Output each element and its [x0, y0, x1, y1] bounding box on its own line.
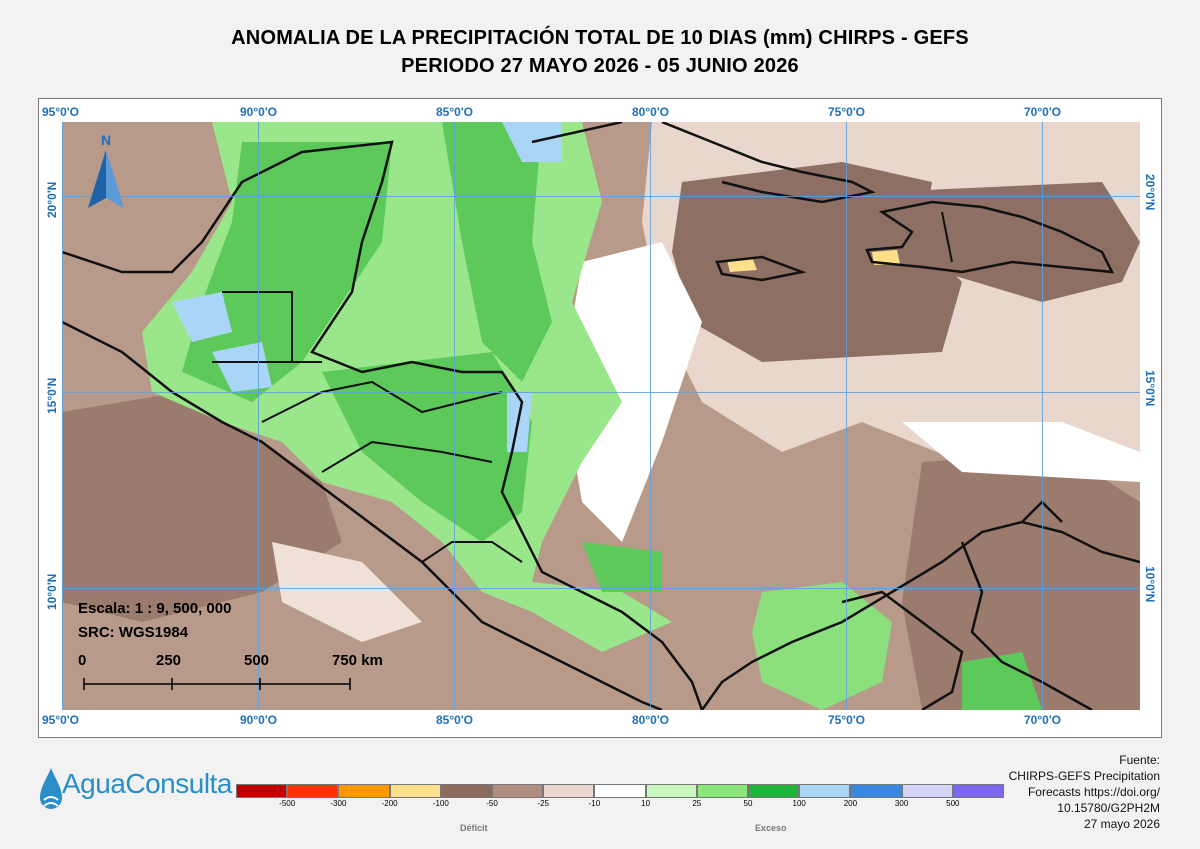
source-line: CHIRPS-GEFS Precipitation — [1008, 769, 1160, 783]
graticule-70w — [1042, 122, 1043, 710]
legend-tick-label: 200 — [843, 799, 858, 808]
legend-tick-label: 10 — [641, 799, 651, 808]
source-line[interactable]: Forecasts https://doi.org/ — [1027, 785, 1160, 799]
scale-tick-250: 250 — [156, 652, 182, 669]
source-line: 27 mayo 2026 — [1083, 817, 1160, 831]
legend-swatch — [236, 784, 288, 798]
lon-label-top-75w: 75°0'O — [828, 105, 866, 119]
lon-label-top-70w: 70°0'O — [1024, 105, 1062, 119]
lat-label-left-10n: 10°0'N — [45, 573, 59, 610]
map-title: ANOMALIA DE LA PRECIPITACIÓN TOTAL DE 10… — [231, 27, 969, 49]
lon-label-bottom-95w: 95°0'O — [42, 713, 80, 727]
graticule-75w — [846, 122, 847, 710]
legend-tick-label: -50 — [486, 799, 498, 808]
scale-ratio: Escala: 1 : 9, 500, 000 — [78, 600, 232, 617]
lat-label-right-15n: 15°0'N — [1143, 370, 1157, 407]
legend-swatch — [850, 784, 902, 798]
legend-swatch — [748, 784, 800, 798]
graticule-20n — [62, 196, 1140, 197]
legend-tick-label: 500 — [946, 799, 960, 808]
logo-aguaconsulta: AguaConsulta — [62, 768, 232, 799]
legend-tick-label: -200 — [381, 799, 398, 808]
legend-swatch — [389, 784, 441, 798]
lon-label-top-80w: 80°0'O — [632, 105, 670, 119]
scale-tick-500: 500 — [244, 652, 270, 669]
lon-label-bottom-70w: 70°0'O — [1024, 713, 1062, 727]
water-drop-icon — [40, 768, 62, 809]
legend-tick-label: -300 — [330, 799, 347, 808]
legend-swatch — [492, 784, 544, 798]
lat-label-left-15n: 15°0'N — [45, 377, 59, 414]
graticule-85w — [454, 122, 455, 710]
source-block: Fuente: CHIRPS-GEFS Precipitation Foreca… — [1009, 752, 1160, 832]
map-subtitle-period: PERIODO 27 MAYO 2026 - 05 JUNIO 2026 — [401, 55, 799, 77]
scale-tick-0: 0 — [78, 652, 87, 669]
legend-swatch — [287, 784, 339, 798]
north-arrow-label: N — [100, 132, 112, 148]
graticule-15n — [62, 392, 1140, 393]
legend-swatch — [594, 784, 646, 798]
legend-swatch — [543, 784, 595, 798]
legend-swatch — [440, 784, 492, 798]
lon-label-bottom-80w: 80°0'O — [632, 713, 670, 727]
legend-tick-label: -500 — [279, 799, 296, 808]
source-line[interactable]: 10.15780/G2PH2M — [1057, 801, 1160, 815]
scale-bar — [83, 678, 351, 690]
legend-tick-label: -25 — [537, 799, 549, 808]
graticule-95w — [62, 122, 63, 710]
legend-tick-label: -10 — [588, 799, 601, 808]
legend-swatch — [901, 784, 953, 798]
lon-label-top-85w: 85°0'O — [436, 105, 474, 119]
legend-tick-label: 50 — [743, 799, 753, 808]
legend-deficit-label: Déficit — [460, 823, 488, 833]
lon-label-bottom-75w: 75°0'O — [828, 713, 866, 727]
lon-label-top-95w: 95°0'O — [42, 105, 80, 119]
legend-tick-label: 25 — [692, 799, 702, 808]
legend-swatch — [338, 784, 390, 798]
graticule-90w — [258, 122, 259, 710]
precipitation-anomaly-map: N Escala: 1 : 9, 500, 000 SRC: WGS1984 0… — [62, 122, 1140, 710]
legend-tick-label: -100 — [432, 799, 449, 808]
lon-label-top-90w: 90°0'O — [240, 105, 278, 119]
lon-label-bottom-90w: 90°0'O — [240, 713, 278, 727]
north-arrow-icon: N — [84, 132, 128, 212]
graticule-80w — [650, 122, 651, 710]
coordinate-reference-system: SRC: WGS1984 — [78, 624, 189, 641]
map-raster — [62, 122, 1140, 710]
lat-label-right-20n: 20°0'N — [1143, 174, 1157, 211]
legend-swatch — [952, 784, 1004, 798]
lat-label-left-20n: 20°0'N — [45, 181, 59, 218]
lon-label-bottom-85w: 85°0'O — [436, 713, 474, 727]
legend-swatch — [696, 784, 748, 798]
legend-swatch — [645, 784, 697, 798]
scale-tick-750: 750 km — [332, 652, 383, 669]
graticule-10n — [62, 588, 1140, 589]
source-line: Fuente: — [1119, 753, 1160, 767]
lat-label-right-10n: 10°0'N — [1143, 566, 1157, 603]
legend-tick-label: 300 — [894, 799, 909, 808]
legend-tick-label: 100 — [792, 799, 806, 808]
legend-swatch — [799, 784, 851, 798]
legend-excess-label: Exceso — [755, 823, 787, 833]
